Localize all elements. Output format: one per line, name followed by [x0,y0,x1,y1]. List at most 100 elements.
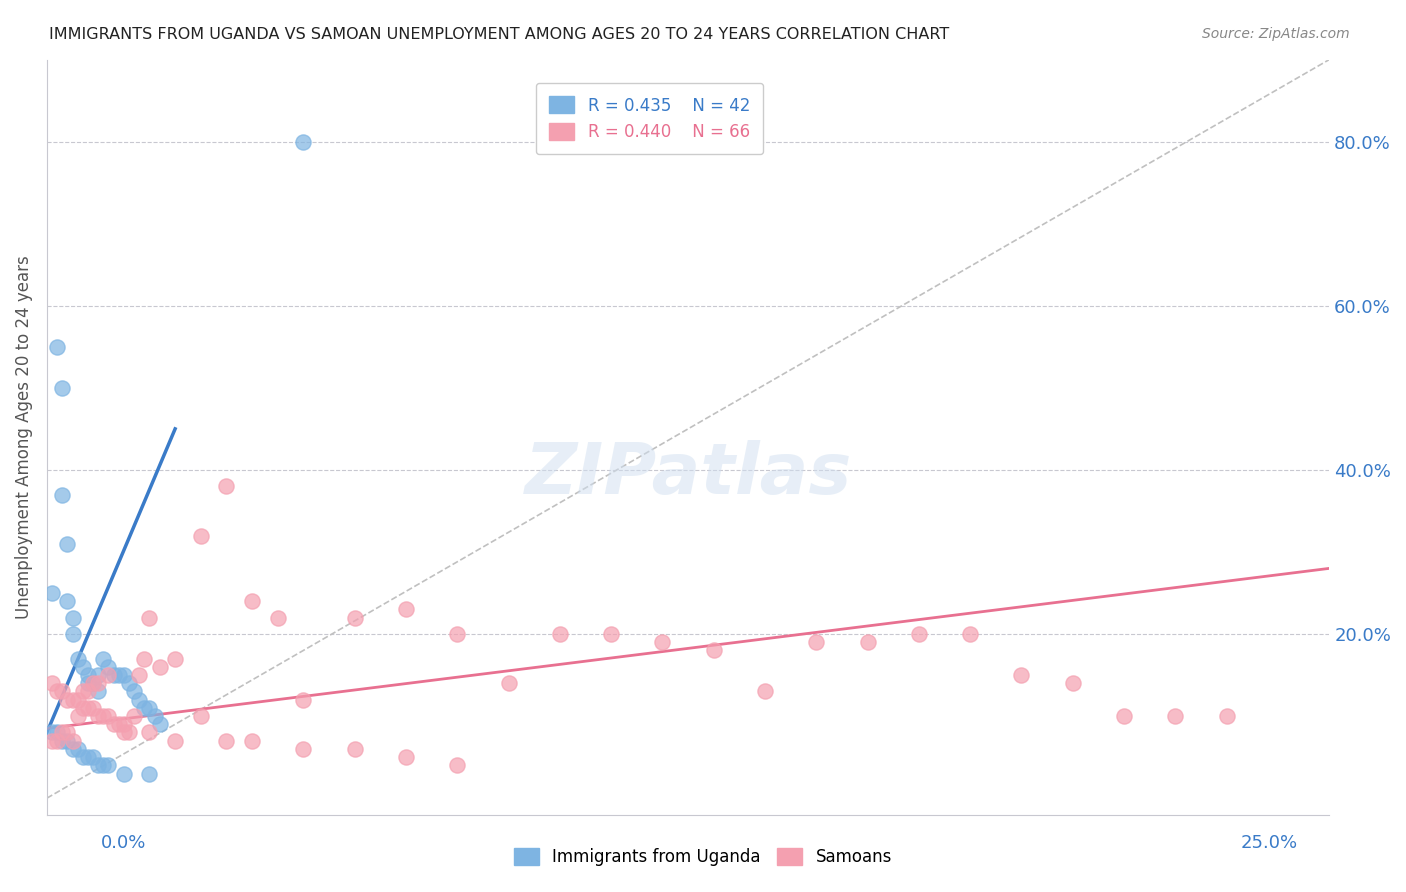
Text: Source: ZipAtlas.com: Source: ZipAtlas.com [1202,27,1350,41]
Point [46,733,69,747]
Point [143,709,166,723]
Point [91,709,114,723]
Point [51,381,73,395]
Point [240,733,263,747]
Text: 0.0%: 0.0% [101,834,146,852]
Point [107,668,129,682]
Point [856,635,879,649]
Point [56,594,79,608]
Text: ZIPatlas: ZIPatlas [524,441,852,509]
Point [267,610,290,624]
Point [56,733,79,747]
Point [77,676,100,690]
Point [149,717,172,731]
Point [1215,709,1237,723]
Point [128,668,150,682]
Point [112,717,135,731]
Point [215,479,238,493]
Point [395,750,418,764]
Point [134,701,156,715]
Point [165,733,187,747]
Point [62,733,84,747]
Point [908,627,931,641]
Point [77,668,100,682]
Point [87,676,110,690]
Point [41,676,63,690]
Point [149,660,172,674]
Point [395,602,418,616]
Point [72,660,94,674]
Point [112,725,135,739]
Point [97,709,120,723]
Point [87,709,110,723]
Point [62,627,84,641]
Point [41,725,63,739]
Point [91,651,114,665]
Point [138,701,160,715]
Point [138,725,160,739]
Point [103,717,125,731]
Text: IMMIGRANTS FROM UGANDA VS SAMOAN UNEMPLOYMENT AMONG AGES 20 TO 24 YEARS CORRELAT: IMMIGRANTS FROM UGANDA VS SAMOAN UNEMPLO… [49,27,949,42]
Point [62,692,84,706]
Point [82,676,104,690]
Point [72,701,94,715]
Legend: R = 0.435    N = 42, R = 0.440    N = 66: R = 0.435 N = 42, R = 0.440 N = 66 [536,83,763,154]
Point [1112,709,1135,723]
Point [959,627,981,641]
Point [56,725,79,739]
Point [46,725,69,739]
Point [1011,668,1033,682]
Point [343,742,366,756]
Point [343,610,366,624]
Point [190,528,212,542]
Point [87,684,110,698]
Point [292,742,315,756]
Point [1164,709,1187,723]
Point [97,660,120,674]
Point [103,668,125,682]
Point [41,733,63,747]
Point [446,758,468,772]
Point [138,610,160,624]
Point [128,692,150,706]
Point [600,627,623,641]
Point [77,750,100,764]
Point [66,709,89,723]
Point [56,537,79,551]
Point [240,594,263,608]
Point [498,676,520,690]
Point [66,692,89,706]
Text: 25.0%: 25.0% [1240,834,1298,852]
Point [46,340,69,354]
Point [118,676,141,690]
Point [107,717,129,731]
Point [77,701,100,715]
Point [82,676,104,690]
Point [77,684,100,698]
Point [548,627,571,641]
Point [51,684,73,698]
Point [51,725,73,739]
Point [122,684,145,698]
Point [41,586,63,600]
Point [82,750,104,764]
Point [72,684,94,698]
Point [51,487,73,501]
Point [87,758,110,772]
Point [112,668,135,682]
Point [292,135,315,149]
Point [703,643,725,657]
Point [118,725,141,739]
Legend: Immigrants from Uganda, Samoans: Immigrants from Uganda, Samoans [506,840,900,875]
Point [134,651,156,665]
Point [66,651,89,665]
Y-axis label: Unemployment Among Ages 20 to 24 years: Unemployment Among Ages 20 to 24 years [15,255,32,619]
Point [87,668,110,682]
Point [754,684,776,698]
Point [806,635,828,649]
Point [165,651,187,665]
Point [215,733,238,747]
Point [112,766,135,780]
Point [97,668,120,682]
Point [446,627,468,641]
